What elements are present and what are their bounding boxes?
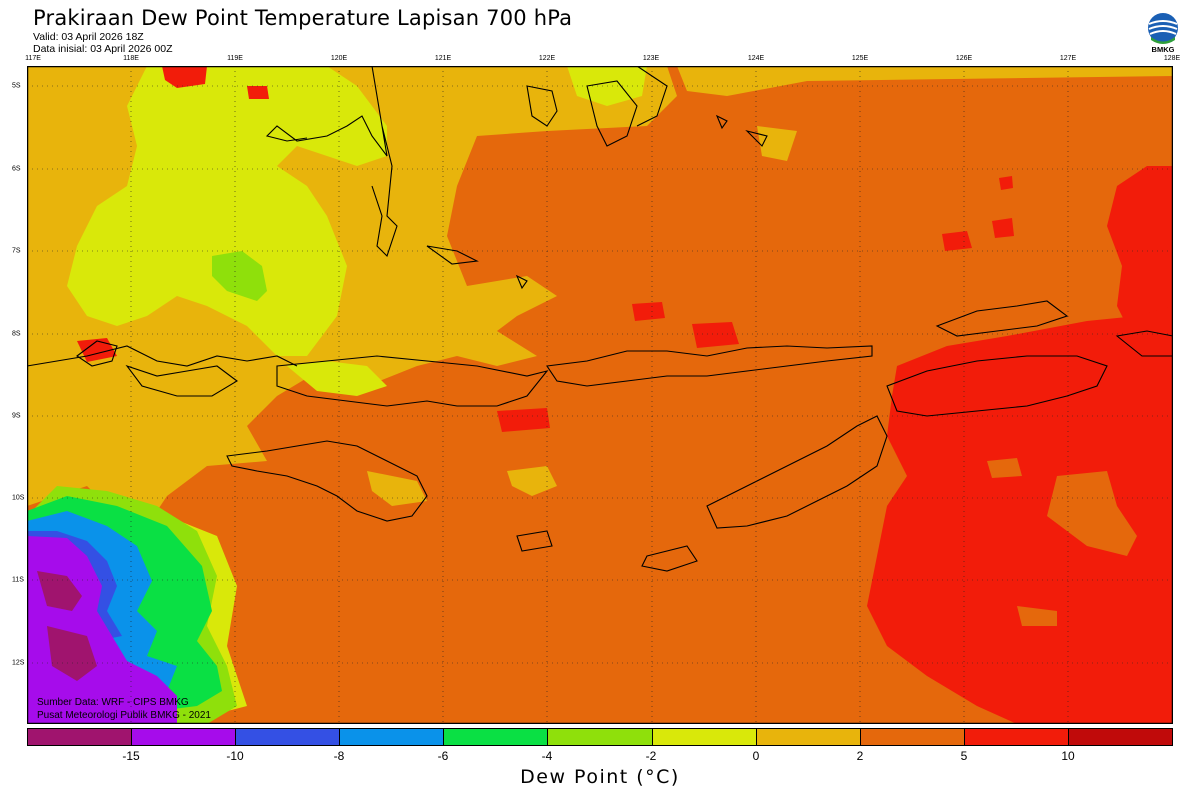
colorbar-segment: [756, 729, 861, 745]
source-line-2: Pusat Meteorologi Publik BMKG - 2021: [37, 710, 211, 721]
lombok-coast: [76, 340, 118, 367]
lat-label: 9S: [12, 412, 21, 420]
yellow-blob: [507, 466, 557, 496]
colorbar-tick: -2: [645, 749, 657, 763]
lon-label: 121E: [434, 55, 452, 62]
red-blob: [497, 408, 550, 432]
lon-label: 117E: [25, 55, 41, 62]
dry-northwest-lightyellow: [287, 361, 387, 396]
moist-east-red: [1107, 166, 1173, 326]
sumbawa-coast: [125, 364, 238, 397]
valid-time: Valid: 03 April 2026 18Z: [33, 31, 144, 43]
colorbar-segment: [132, 729, 237, 745]
lon-label: 122E: [538, 55, 556, 62]
colorbar-segment: [28, 729, 133, 745]
red-blob: [942, 231, 972, 251]
flores-east-coast: [546, 345, 873, 387]
lat-label: 7S: [12, 247, 21, 255]
orange-hole: [1017, 606, 1057, 626]
lon-label: 125E: [851, 55, 869, 62]
source-line-1: Sumber Data: WRF - CIPS BMKG: [37, 697, 189, 708]
yellow-north-strip: [677, 66, 1173, 96]
small-island-coast: [745, 129, 768, 147]
magenta-core: [47, 626, 97, 681]
colorbar-segment: [1068, 729, 1173, 745]
colorbar-title: Dew Point (°C): [520, 766, 680, 788]
lon-label: 128E: [1163, 55, 1181, 62]
wetar-alor-coast: [27, 345, 298, 367]
lat-label: 12S: [12, 659, 25, 667]
colorbar-tick: 10: [1061, 749, 1075, 763]
colorbar-segment: [340, 729, 445, 745]
lat-label: 8S: [12, 330, 21, 338]
small-island-coast: [515, 274, 528, 290]
red-blob: [992, 218, 1014, 238]
colorbar-tick: -10: [226, 749, 244, 763]
babar-coast: [1115, 330, 1173, 357]
bmkg-logo-icon: [1148, 13, 1178, 44]
red-blob: [632, 302, 665, 321]
lon-label: 126E: [955, 55, 973, 62]
longitude-labels: 117E 118E 119E 120E 121E 122E 123E 124E …: [0, 55, 1200, 65]
small-island-coast: [426, 245, 479, 265]
timor-east-coast: [886, 355, 1108, 417]
yellow-blob: [367, 471, 427, 506]
lon-label: 123E: [642, 55, 660, 62]
colorbar-tick: -6: [437, 749, 449, 763]
orange-hole: [1047, 471, 1137, 556]
colorbar-segment: [652, 729, 757, 745]
lon-label: 120E: [330, 55, 348, 62]
init-time: Data inisial: 03 April 2026 00Z: [33, 43, 173, 55]
colorbar-segment: [444, 729, 549, 745]
red-blob: [692, 322, 739, 348]
moist-east-red: [867, 306, 1173, 724]
magenta-core: [37, 571, 82, 611]
lat-label: 5S: [12, 82, 21, 90]
colorbar-segment: [236, 729, 341, 745]
colorbar: [27, 728, 1173, 746]
flores-coast: [276, 355, 549, 407]
map-title: Prakiraan Dew Point Temperature Lapisan …: [33, 6, 573, 30]
rote-coast: [641, 545, 698, 572]
lon-label: 127E: [1059, 55, 1077, 62]
timor-coast: [706, 415, 888, 529]
colorbar-tick: 5: [960, 749, 968, 763]
lon-label: 119E: [227, 55, 243, 62]
graticule: [27, 66, 1173, 724]
dew-point-map: [27, 66, 1173, 724]
savu-coast: [516, 530, 553, 552]
logo-text: BMKG: [1151, 45, 1175, 54]
colorbar-tick: 2: [856, 749, 864, 763]
red-blob: [999, 176, 1013, 190]
red-blob: [247, 86, 269, 99]
colorbar-segment: [548, 729, 653, 745]
lat-label: 11S: [12, 576, 24, 584]
colorbar-segment: [964, 729, 1069, 745]
green-patch: [212, 251, 267, 301]
yellow-blob: [757, 126, 797, 161]
map-frame: [27, 66, 1173, 724]
lat-label: 6S: [12, 165, 21, 173]
orange-hole: [987, 458, 1022, 478]
lon-label: 124E: [747, 55, 765, 62]
coastlines: [27, 66, 1173, 572]
colorbar-tick: -15: [122, 749, 140, 763]
small-island-coast: [715, 114, 728, 130]
colorbar-tick: 0: [752, 749, 760, 763]
sulawesi-coast: [265, 66, 398, 258]
colorbar-tick: -8: [333, 749, 345, 763]
muna-buton-coast: [526, 80, 638, 147]
colorbar-segment: [860, 729, 965, 745]
lat-label: 10S: [12, 494, 25, 502]
wetar-coast: [935, 300, 1069, 337]
red-blob: [162, 66, 207, 88]
sumba-coast: [226, 440, 428, 522]
colorbar-tick: -4: [541, 749, 553, 763]
lon-label: 118E: [123, 55, 139, 62]
banggai-coast: [636, 66, 668, 127]
